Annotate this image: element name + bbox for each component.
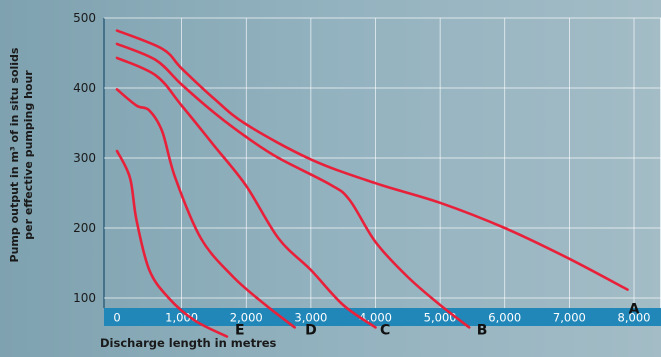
x-tick-label: 5,000 xyxy=(424,311,457,325)
x-axis-band xyxy=(104,308,661,326)
series-line-b xyxy=(115,42,471,329)
series-label-a: A xyxy=(629,301,640,317)
y-axis-label-line1: Pump output in m³ of in situ solids xyxy=(8,47,21,263)
y-tick-label: 300 xyxy=(73,151,96,165)
y-tick-label: 100 xyxy=(73,291,96,305)
x-tick-label: 3,000 xyxy=(294,311,327,325)
series-line-c xyxy=(115,56,377,329)
y-axis-label-wrap: Pump output in m³ of in situ solids per … xyxy=(0,10,44,300)
x-tick-label: 8,000 xyxy=(618,311,651,325)
series-label-d: D xyxy=(305,322,317,338)
series-label-e: E xyxy=(235,322,245,338)
grid xyxy=(103,17,661,308)
x-tick-label: 7,000 xyxy=(553,311,586,325)
y-axis-label: Pump output in m³ of in situ solids per … xyxy=(8,48,36,263)
y-tick-label: 200 xyxy=(73,221,96,235)
series-line-e xyxy=(115,149,229,338)
series-line-d xyxy=(115,88,296,329)
series-label-b: B xyxy=(477,322,488,338)
y-axis-label-line2: per effective pumping hour xyxy=(22,70,35,240)
y-tick-labels: 100 200 300 400 500 xyxy=(73,11,96,305)
x-tick-labels: 0 1,000 2,000 3,000 4,000 5,000 6,000 7,000 8,00… xyxy=(113,311,650,325)
x-tick-label: 2,000 xyxy=(230,311,263,325)
y-tick-label: 500 xyxy=(73,11,96,25)
x-axis-label: Discharge length in metres xyxy=(100,336,277,350)
x-tick-label: 0 xyxy=(113,311,120,325)
x-tick-label: 1,000 xyxy=(165,311,198,325)
x-tick-label: 6,000 xyxy=(488,311,521,325)
series-line-a xyxy=(115,29,629,291)
series-labels: A B C D E xyxy=(235,301,640,338)
series-lines xyxy=(115,29,629,338)
series-label-c: C xyxy=(380,322,390,338)
y-tick-label: 400 xyxy=(73,81,96,95)
